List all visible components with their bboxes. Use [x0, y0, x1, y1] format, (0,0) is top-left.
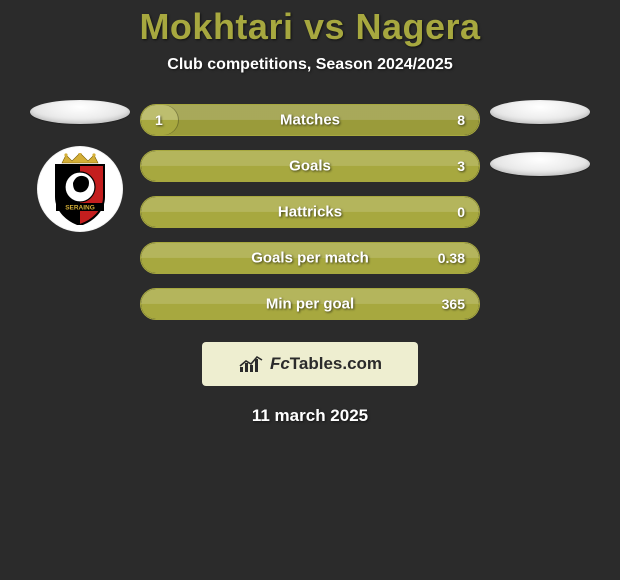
subtitle: Club competitions, Season 2024/2025 [167, 56, 452, 74]
left-column: SERAING [20, 100, 140, 232]
fctables-logo: FcTables.com [202, 342, 418, 386]
player-right-ellipse-1 [490, 100, 590, 124]
crown-icon [62, 153, 98, 163]
stat-right-value: 0.38 [438, 250, 465, 266]
club-badge: SERAING [37, 146, 123, 232]
badge-text: SERAING [65, 205, 95, 212]
stat-left-value: 1 [155, 112, 163, 128]
main-row: SERAING 1 Matches 8 Goals 3 [0, 100, 620, 320]
stat-bar: Goals 3 [140, 150, 480, 182]
stat-label: Goals per match [251, 250, 369, 267]
date-text: 11 march 2025 [252, 406, 368, 426]
stat-label: Hattricks [278, 204, 342, 221]
root: Mokhtari vs Nagera Club competitions, Se… [0, 0, 620, 426]
stat-right-value: 8 [457, 112, 465, 128]
stat-right-value: 0 [457, 204, 465, 220]
logo-fc: Fc [270, 354, 290, 373]
stat-bar: Hattricks 0 [140, 196, 480, 228]
stat-label: Min per goal [266, 296, 354, 313]
page-title: Mokhtari vs Nagera [139, 6, 480, 48]
stat-bar: Goals per match 0.38 [140, 242, 480, 274]
stat-bar: Min per goal 365 [140, 288, 480, 320]
stat-bar: 1 Matches 8 [140, 104, 480, 136]
player-left-ellipse [30, 100, 130, 124]
stat-right-value: 3 [457, 158, 465, 174]
club-crest-icon: SERAING [48, 153, 112, 225]
stat-right-value: 365 [442, 296, 465, 312]
logo-tables: Tables [290, 354, 343, 373]
chart-icon [238, 355, 264, 373]
stat-label: Goals [289, 158, 331, 175]
stat-label: Matches [280, 112, 340, 129]
stat-bars: 1 Matches 8 Goals 3 Hattricks 0 [140, 100, 480, 320]
right-column [480, 100, 600, 204]
logo-com: .com [342, 354, 382, 373]
logo-text: FcTables.com [270, 354, 382, 374]
player-right-ellipse-2 [490, 152, 590, 176]
